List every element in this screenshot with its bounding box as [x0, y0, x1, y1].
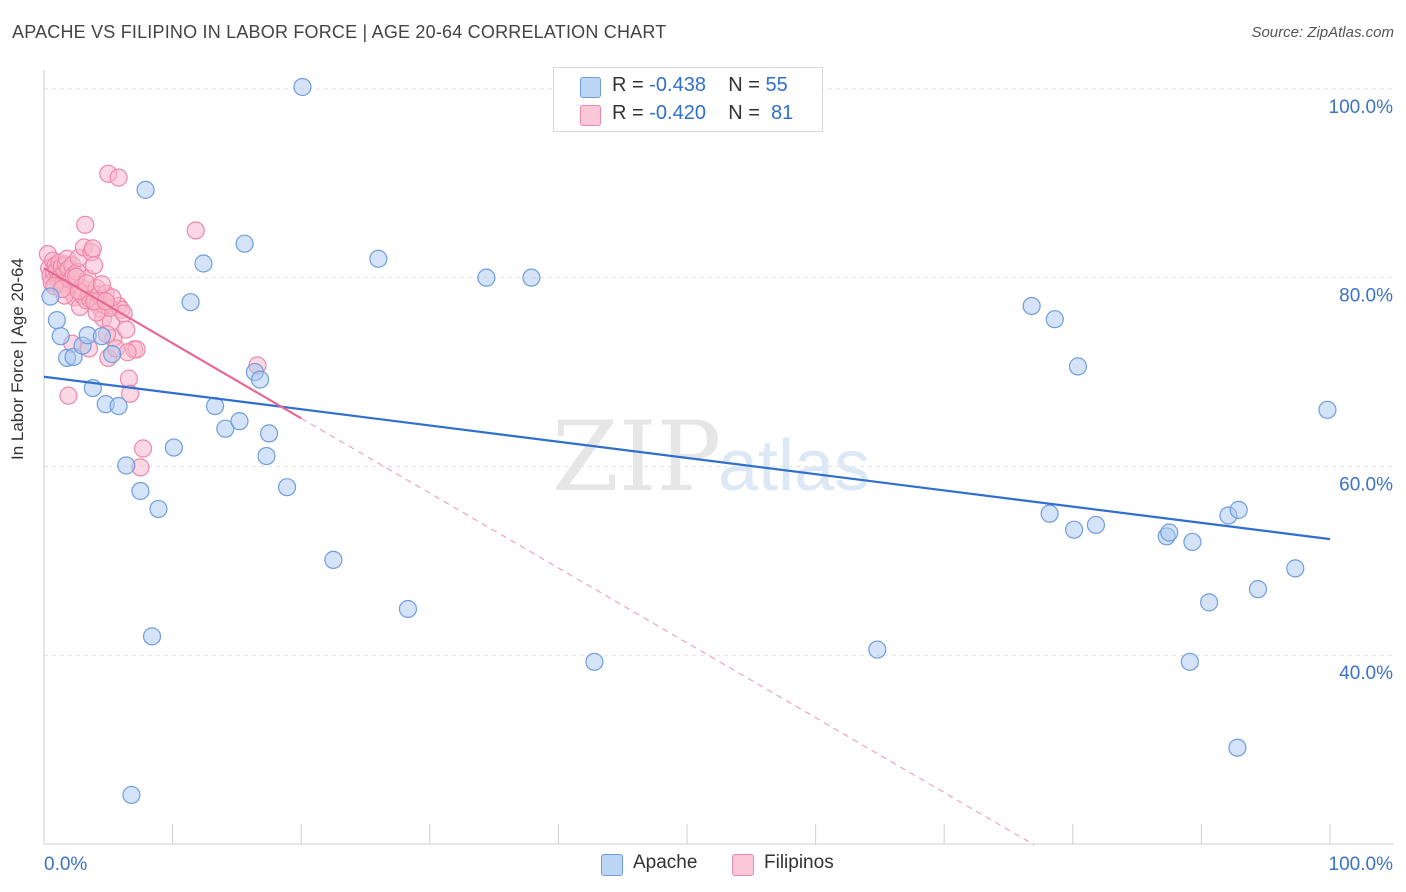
y-axis-label: In Labor Force | Age 20-64	[8, 258, 27, 460]
apache-point	[1040, 504, 1059, 523]
apache-point	[136, 180, 155, 199]
apache-point	[324, 550, 343, 569]
apache-point	[109, 396, 128, 416]
y-tick-labels: 100.0% 80.0% 60.0% 40.0%	[1329, 97, 1394, 684]
filipino-r-value: -0.420	[649, 102, 706, 124]
filipino-point	[85, 256, 104, 275]
apache-point	[1318, 400, 1337, 419]
apache-point	[522, 268, 541, 287]
x-tick-label: 0.0%	[44, 854, 87, 875]
watermark: ZIP atlas	[552, 401, 870, 513]
apache-n-value: 55	[765, 74, 788, 96]
apache-point	[181, 293, 200, 312]
chart-title: APACHE VS FILIPINO IN LABOR FORCE | AGE …	[12, 22, 667, 42]
apache-point	[103, 345, 122, 364]
filipino-point	[119, 369, 138, 388]
apache-point	[369, 249, 388, 268]
apache-point	[92, 327, 111, 346]
apache-point	[164, 438, 183, 457]
filipino-n-value: 81	[771, 102, 794, 124]
apache-point	[1286, 559, 1305, 578]
filipino-point	[121, 384, 140, 403]
filipino-swatch	[580, 105, 601, 126]
apache-point	[293, 77, 312, 97]
filipino-point	[118, 343, 137, 362]
y-tick-label: 40.0%	[1339, 663, 1393, 684]
x-tick-labels: 0.0% 100.0%	[44, 854, 1393, 875]
filipino-r-label: R =	[612, 102, 644, 124]
filipino-point	[76, 215, 95, 234]
bottom-apache-label: Apache	[633, 852, 698, 873]
apache-point	[149, 499, 168, 519]
apache-point	[1200, 593, 1219, 612]
apache-point	[1086, 515, 1106, 535]
filipino-point	[92, 275, 111, 294]
apache-r-label: R =	[612, 74, 644, 96]
filipino-point	[109, 168, 128, 187]
bottom-filipino-label: Filipinos	[764, 852, 834, 873]
trend-lines	[300, 417, 1035, 846]
filipino-point	[117, 320, 136, 339]
apache-point	[235, 234, 254, 253]
apache-point	[477, 268, 496, 287]
apache-point	[257, 446, 276, 466]
filipino-point	[59, 386, 78, 405]
bottom-apache-swatch	[601, 854, 623, 876]
apache-point	[131, 481, 150, 501]
apache-points	[41, 77, 1337, 805]
apache-point	[1228, 738, 1247, 757]
filipino-n-label: N =	[728, 102, 760, 124]
apache-trend-line	[43, 375, 1331, 541]
apache-point	[398, 599, 418, 619]
y-tick-label: 100.0%	[1329, 97, 1394, 118]
apache-point	[194, 254, 213, 273]
filipino-point	[83, 239, 102, 258]
y-tick-label: 60.0%	[1339, 474, 1393, 495]
apache-point	[868, 640, 887, 659]
bottom-filipino-swatch	[732, 854, 754, 876]
filipino-point	[186, 221, 205, 240]
apache-point	[585, 652, 604, 671]
apache-n-label: N =	[728, 74, 760, 96]
apache-point	[230, 412, 249, 431]
apache-point	[250, 370, 270, 389]
watermark-zip: ZIP	[552, 401, 721, 513]
axes	[43, 70, 1394, 845]
apache-point	[1160, 523, 1179, 542]
apache-swatch	[580, 77, 601, 98]
apache-point	[216, 419, 235, 438]
apache-point	[47, 311, 66, 330]
filipino-points	[38, 164, 267, 477]
apache-point	[117, 456, 136, 475]
apache-point	[1180, 652, 1199, 671]
filipino-point	[133, 439, 153, 458]
watermark-atlas: atlas	[718, 426, 870, 506]
apache-point	[1045, 310, 1064, 329]
apache-point	[1068, 357, 1088, 376]
apache-point	[1064, 520, 1084, 539]
apache-point	[277, 478, 297, 497]
source-label: Source: ZipAtlas.com	[1251, 24, 1394, 41]
apache-point	[1248, 580, 1268, 599]
apache-point	[1229, 500, 1248, 519]
apache-point	[41, 287, 60, 306]
apache-point	[1022, 296, 1041, 316]
apache-point	[259, 424, 279, 443]
apache-point	[122, 785, 141, 805]
filipino-trend-extension	[300, 417, 1035, 846]
y-tick-label: 80.0%	[1339, 286, 1393, 307]
apache-r-value: -0.438	[649, 74, 706, 96]
apache-point	[142, 627, 162, 646]
apache-point	[51, 327, 70, 346]
filipino-trend-line	[43, 267, 302, 420]
apache-point	[1183, 532, 1202, 552]
x-tick-label: 100.0%	[1329, 854, 1394, 875]
correlation-legend: R = -0.438 N = 55 R = -0.420 N = 81	[553, 67, 823, 132]
